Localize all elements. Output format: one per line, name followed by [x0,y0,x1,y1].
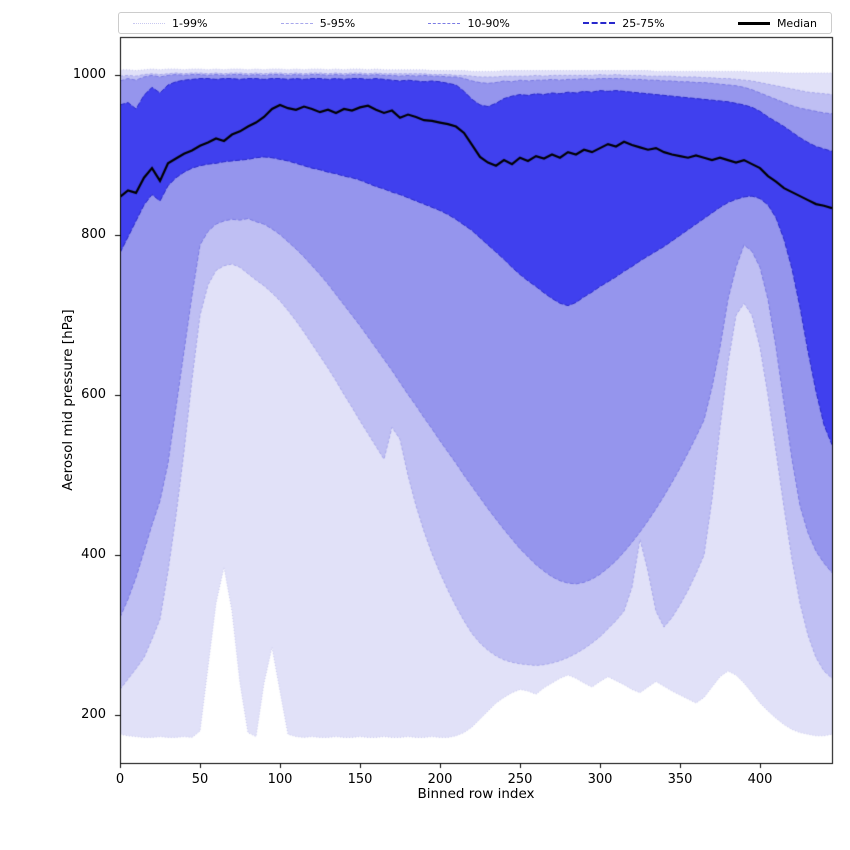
x-tick-label: 400 [747,772,773,787]
legend-label: 10-90% [467,16,510,30]
legend-line-sample [280,22,313,24]
legend-item: 25-75% [583,16,665,30]
legend-label: 5-95% [319,16,356,30]
x-tick-label: 100 [267,772,293,787]
legend-line-sample [133,22,165,24]
legend: 1-99% 5-95% 10-90% 25-75% Median [118,12,832,34]
y-tick-label: 400 [81,547,106,563]
x-tick-label: 0 [115,772,125,787]
x-axis-label: Binned row index [417,786,535,802]
legend-label: 1-99% [172,16,208,30]
legend-item: Median [737,16,817,30]
y-tick-label: 800 [81,227,106,243]
y-axis-label: Aerosol mid pressure [hPa] [60,309,76,491]
x-tick-label: 300 [587,772,613,787]
x-tick-label: 200 [427,772,453,787]
legend-item: 10-90% [428,16,510,30]
legend-line-sample [583,22,616,24]
legend-line-sample [428,22,461,24]
y-tick-label: 600 [81,387,106,403]
legend-label: Median [776,16,817,30]
x-tick-label: 250 [507,772,533,787]
legend-item: 5-95% [280,16,356,30]
legend-item: 1-99% [133,18,207,29]
x-tick-label: 150 [347,772,373,787]
y-tick-label: 200 [81,707,106,723]
legend-line-sample [737,21,770,25]
y-tick-label: 1000 [72,67,106,83]
legend-label: 25-75% [622,16,665,30]
x-tick-label: 350 [667,772,693,787]
x-tick-label: 50 [191,772,209,787]
